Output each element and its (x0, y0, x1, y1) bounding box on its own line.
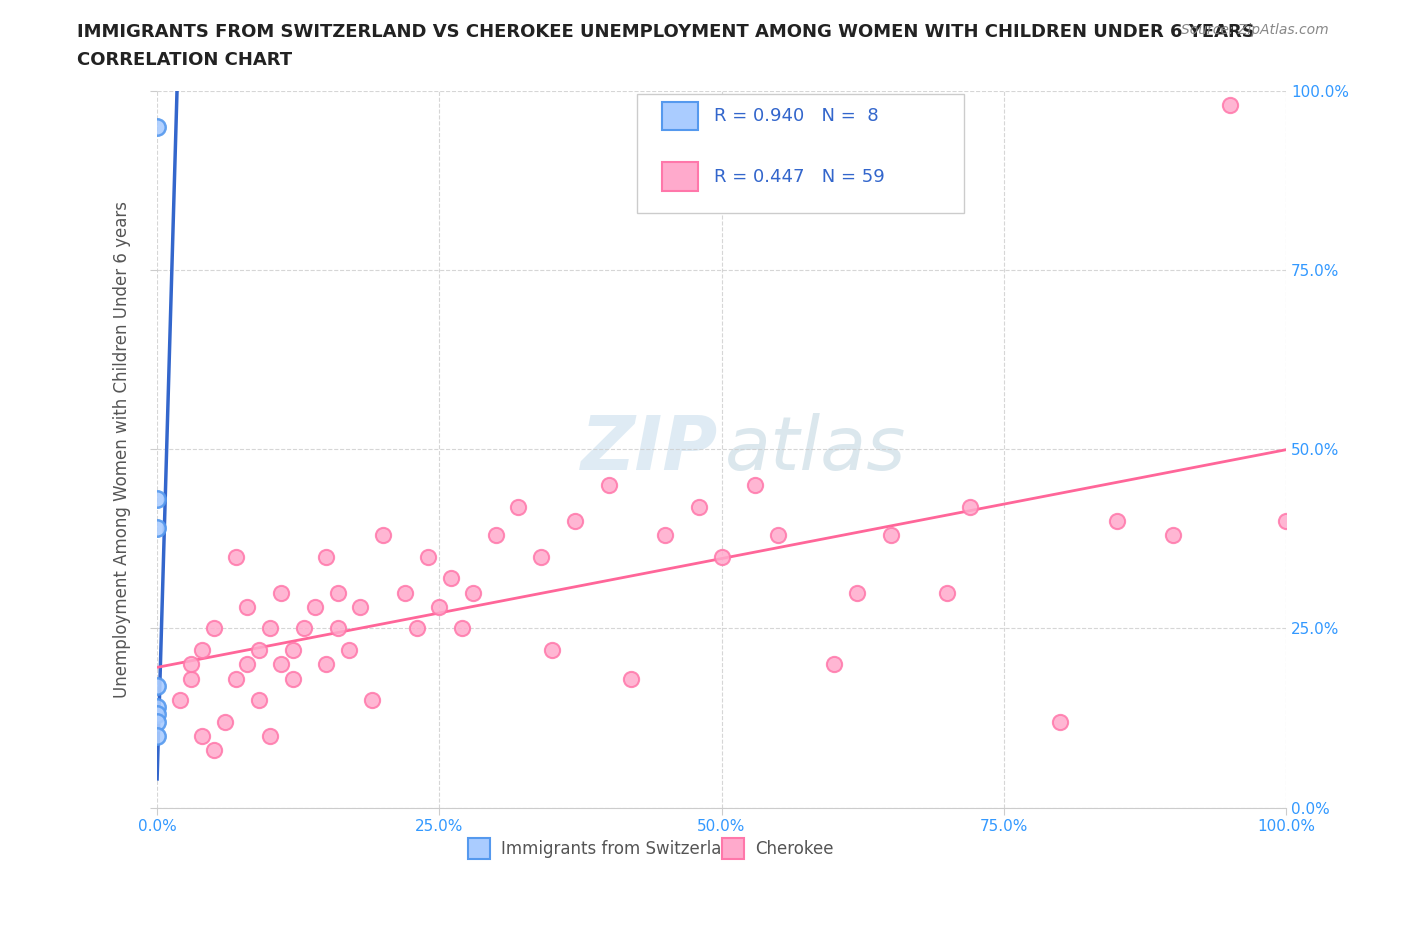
FancyBboxPatch shape (637, 94, 965, 213)
Point (710, 550, 733, 565)
Point (936, 585, 959, 600)
Point (169, 693, 191, 708)
Point (508, 499, 530, 514)
Point (315, 657, 337, 671)
Point (349, 600, 371, 615)
Point (620, 671, 643, 686)
Point (247, 643, 270, 658)
Text: Immigrants from Switzerland: Immigrants from Switzerland (502, 840, 742, 857)
Text: IMMIGRANTS FROM SWITZERLAND VS CHEROKEE UNEMPLOYMENT AMONG WOMEN WITH CHILDREN U: IMMIGRANTS FROM SWITZERLAND VS CHEROKEE … (77, 23, 1256, 41)
Point (463, 585, 485, 600)
Point (394, 585, 416, 600)
Text: R = 0.447   N = 59: R = 0.447 N = 59 (714, 167, 884, 186)
Point (1275, 513, 1298, 528)
Point (564, 513, 586, 528)
Point (371, 528, 394, 543)
Point (485, 528, 508, 543)
Point (236, 657, 259, 671)
Text: CORRELATION CHART: CORRELATION CHART (77, 51, 292, 69)
Point (1218, 98, 1240, 113)
Point (146, 521, 169, 536)
Point (202, 621, 225, 636)
Bar (662, 101, 697, 130)
Point (259, 728, 281, 743)
Point (146, 492, 169, 507)
Point (427, 600, 450, 615)
Bar (721, 838, 744, 859)
Point (202, 743, 225, 758)
Point (337, 643, 360, 658)
Point (598, 478, 620, 493)
Point (823, 657, 845, 671)
Text: atlas: atlas (725, 413, 907, 485)
Point (439, 571, 461, 586)
Point (281, 643, 304, 658)
Point (180, 657, 202, 671)
Bar (468, 838, 491, 859)
Point (846, 585, 869, 600)
Point (146, 707, 169, 722)
Point (146, 728, 169, 743)
Point (191, 643, 214, 658)
Point (688, 499, 710, 514)
Point (270, 657, 292, 671)
Point (416, 550, 439, 565)
Bar (662, 163, 697, 191)
Point (654, 528, 676, 543)
Point (225, 671, 247, 686)
Point (1161, 528, 1184, 543)
Point (146, 678, 169, 693)
Point (451, 621, 474, 636)
Point (405, 621, 427, 636)
Point (1049, 714, 1071, 729)
Point (326, 621, 349, 636)
Text: Cherokee: Cherokee (755, 840, 834, 857)
Point (214, 714, 236, 729)
Point (225, 550, 247, 565)
Point (146, 119, 169, 134)
Point (959, 499, 981, 514)
Text: ZIP: ZIP (581, 413, 718, 485)
Point (880, 528, 903, 543)
Point (191, 728, 214, 743)
Point (360, 693, 382, 708)
Point (259, 621, 281, 636)
Point (530, 550, 553, 565)
Point (315, 550, 337, 565)
Point (180, 671, 202, 686)
Point (247, 693, 270, 708)
Point (304, 600, 326, 615)
Point (292, 621, 315, 636)
Point (744, 478, 766, 493)
Point (1105, 513, 1128, 528)
Point (326, 585, 349, 600)
Point (146, 714, 169, 729)
Y-axis label: Unemployment Among Women with Children Under 6 years: Unemployment Among Women with Children U… (114, 201, 131, 698)
Text: R = 0.940   N =  8: R = 0.940 N = 8 (714, 107, 879, 125)
Point (146, 700, 169, 715)
Point (281, 671, 304, 686)
Point (766, 528, 789, 543)
Point (270, 585, 292, 600)
Text: Source: ZipAtlas.com: Source: ZipAtlas.com (1181, 23, 1329, 37)
Point (541, 643, 564, 658)
Point (236, 600, 259, 615)
